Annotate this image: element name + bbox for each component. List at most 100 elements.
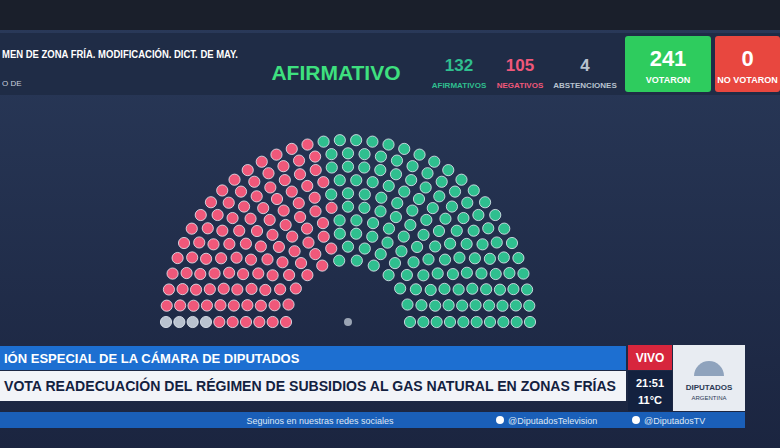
time: 21:51	[636, 377, 664, 389]
seat	[479, 197, 490, 208]
seat	[434, 191, 445, 202]
seat	[461, 267, 472, 278]
seat	[483, 300, 494, 311]
seat	[511, 316, 522, 327]
seat	[458, 212, 469, 223]
seat	[334, 228, 345, 239]
seat	[444, 238, 455, 249]
seat	[468, 225, 479, 236]
seat	[383, 180, 394, 191]
seat	[194, 237, 205, 248]
seat	[473, 209, 484, 220]
seat	[167, 268, 178, 279]
session-bar	[0, 346, 626, 370]
seat	[430, 241, 441, 252]
seat	[287, 231, 298, 242]
seat	[262, 254, 273, 265]
seat	[265, 182, 276, 193]
total-box	[715, 36, 780, 92]
seat	[201, 300, 212, 311]
seat	[439, 254, 450, 265]
logo-icon	[694, 361, 724, 376]
seat	[491, 237, 502, 248]
presidency	[344, 318, 352, 326]
seat	[310, 249, 321, 260]
seat	[382, 237, 393, 248]
seat	[309, 192, 320, 203]
seat	[483, 223, 494, 234]
seat	[334, 215, 345, 226]
ticker: Seguinos en nuestras redes sociales	[246, 416, 394, 426]
seat	[468, 185, 479, 196]
seat	[258, 202, 269, 213]
seat	[301, 223, 312, 234]
seat	[293, 155, 304, 166]
seat	[367, 136, 378, 147]
seat	[283, 299, 294, 310]
seat	[195, 209, 206, 220]
seat	[263, 168, 274, 179]
seat	[224, 267, 235, 278]
seat	[231, 252, 242, 263]
seat	[420, 182, 431, 193]
seat	[289, 246, 300, 257]
seat	[334, 255, 345, 266]
social-icon	[496, 416, 504, 424]
count: 105	[506, 56, 534, 75]
ticker-bar	[0, 412, 745, 428]
seat	[294, 169, 305, 180]
seat	[498, 316, 509, 327]
seat	[367, 177, 378, 188]
seat	[471, 316, 482, 327]
seat	[334, 175, 345, 186]
clock-box	[628, 371, 672, 411]
seat	[497, 300, 508, 311]
seat	[359, 189, 370, 200]
seat	[237, 268, 248, 279]
seat	[399, 186, 410, 197]
seat	[209, 268, 220, 279]
seat	[413, 193, 424, 204]
seat	[383, 139, 394, 150]
seat	[204, 284, 215, 295]
seat	[383, 270, 394, 281]
seat	[303, 237, 314, 248]
total-label: VOTARON	[646, 75, 690, 85]
seat	[484, 316, 495, 327]
seat	[418, 229, 429, 240]
seat	[178, 237, 189, 248]
count-label: ABSTENCIONES	[553, 81, 617, 90]
seat	[295, 258, 306, 269]
seat	[498, 252, 509, 263]
session: IÓN ESPECIAL DE LA CÁMARA DE DIPUTADOS	[4, 351, 300, 366]
seat	[392, 198, 403, 209]
seat	[524, 316, 535, 327]
seat	[280, 219, 291, 230]
seat	[302, 139, 313, 150]
count: 4	[580, 56, 590, 75]
seat	[232, 284, 243, 295]
seat	[280, 316, 291, 327]
seat	[208, 239, 219, 250]
seat	[172, 252, 183, 263]
seat	[181, 267, 192, 278]
seat	[469, 253, 480, 264]
count: 132	[445, 56, 473, 75]
seat	[310, 206, 321, 217]
seat	[458, 316, 469, 327]
seat	[278, 205, 289, 216]
seat	[433, 225, 444, 236]
seat	[214, 316, 225, 327]
seat	[240, 316, 251, 327]
seat	[342, 148, 353, 159]
seat	[202, 223, 213, 234]
seat	[390, 211, 401, 222]
social-icon	[632, 416, 640, 424]
result: AFIRMATIVO	[271, 61, 400, 84]
seat	[240, 238, 251, 249]
seat	[359, 149, 370, 160]
seat	[271, 193, 282, 204]
seat	[408, 257, 419, 268]
seat	[267, 229, 278, 240]
seat	[278, 161, 289, 172]
